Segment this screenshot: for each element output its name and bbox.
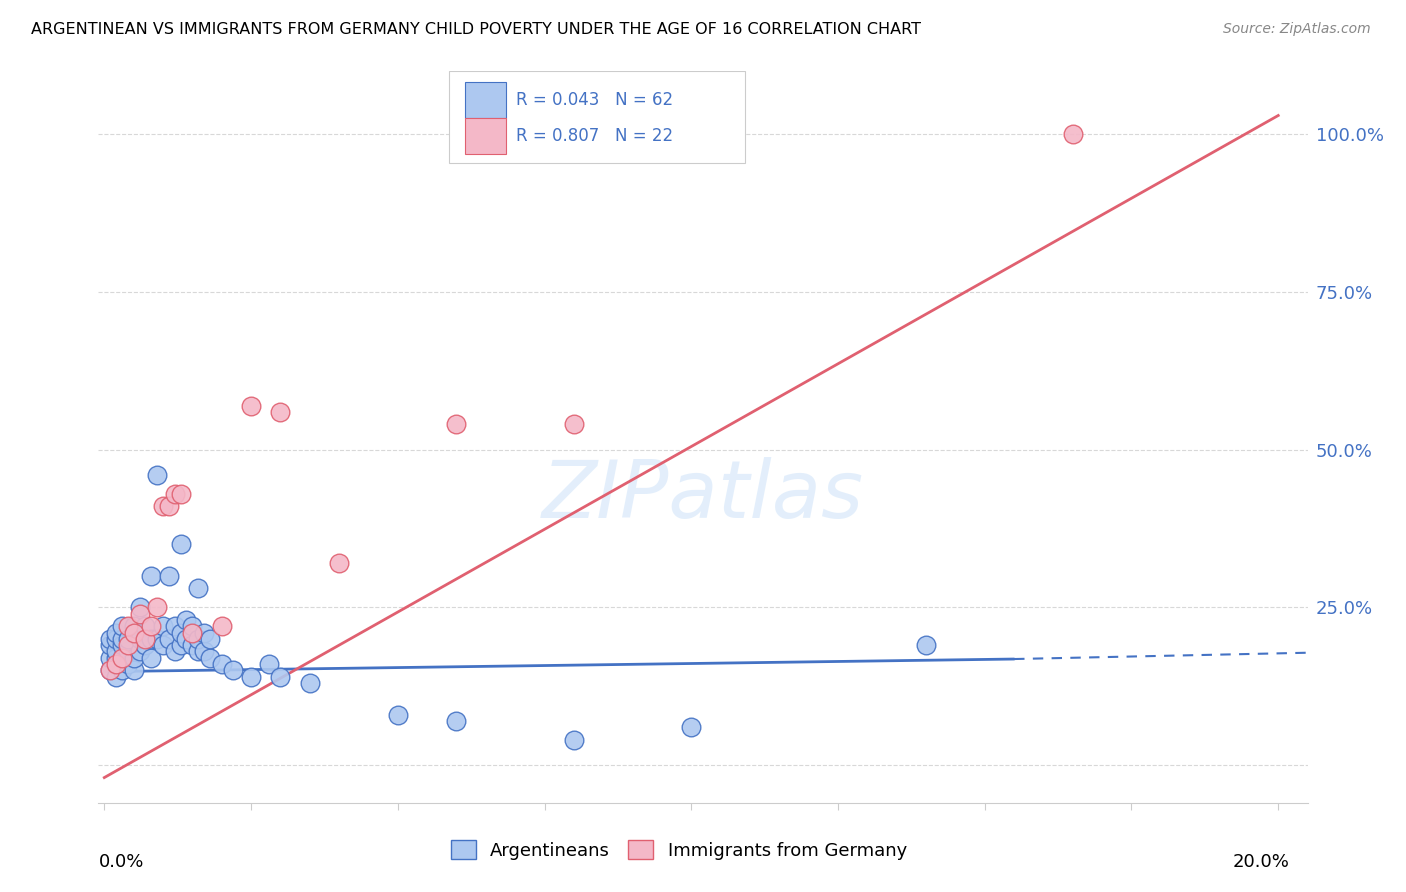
Point xyxy=(152,619,174,633)
Point xyxy=(117,638,139,652)
Point xyxy=(181,638,204,652)
Point xyxy=(328,556,350,570)
Point xyxy=(198,650,221,665)
Point xyxy=(134,619,156,633)
Point xyxy=(146,632,169,646)
Point xyxy=(211,657,233,671)
Point xyxy=(157,569,180,583)
Point xyxy=(176,632,198,646)
Point xyxy=(562,732,585,747)
Text: Source: ZipAtlas.com: Source: ZipAtlas.com xyxy=(1223,22,1371,37)
Point xyxy=(222,664,245,678)
Point xyxy=(163,619,186,633)
Point xyxy=(141,619,163,633)
Point xyxy=(111,664,134,678)
Point xyxy=(98,638,121,652)
Point xyxy=(105,625,128,640)
Point xyxy=(240,399,263,413)
Legend: Argentineans, Immigrants from Germany: Argentineans, Immigrants from Germany xyxy=(443,832,914,867)
Point xyxy=(98,664,121,678)
Point xyxy=(128,644,150,658)
Point xyxy=(122,619,145,633)
Point xyxy=(128,632,150,646)
Text: 20.0%: 20.0% xyxy=(1233,853,1289,871)
Point xyxy=(105,644,128,658)
Text: 0.0%: 0.0% xyxy=(98,853,143,871)
Point xyxy=(169,625,191,640)
Point xyxy=(134,638,156,652)
Point xyxy=(198,632,221,646)
Point xyxy=(122,664,145,678)
Point xyxy=(117,644,139,658)
Point xyxy=(122,650,145,665)
Point xyxy=(562,417,585,432)
Point xyxy=(146,467,169,482)
Point xyxy=(105,650,128,665)
Point xyxy=(111,638,134,652)
Point xyxy=(169,537,191,551)
Point xyxy=(98,650,121,665)
Point xyxy=(193,625,215,640)
Point xyxy=(98,632,121,646)
FancyBboxPatch shape xyxy=(449,71,745,163)
Point xyxy=(111,650,134,665)
Point xyxy=(122,625,145,640)
Point xyxy=(240,670,263,684)
Point xyxy=(152,638,174,652)
Point xyxy=(915,638,938,652)
Point xyxy=(193,644,215,658)
Point xyxy=(105,657,128,671)
Point xyxy=(157,632,180,646)
Point xyxy=(163,487,186,501)
Point xyxy=(181,625,204,640)
FancyBboxPatch shape xyxy=(465,82,506,118)
Point xyxy=(157,500,180,514)
Text: R = 0.043   N = 62: R = 0.043 N = 62 xyxy=(516,91,672,109)
Point xyxy=(111,650,134,665)
Point xyxy=(141,632,163,646)
Point xyxy=(269,670,291,684)
Text: ARGENTINEAN VS IMMIGRANTS FROM GERMANY CHILD POVERTY UNDER THE AGE OF 16 CORRELA: ARGENTINEAN VS IMMIGRANTS FROM GERMANY C… xyxy=(31,22,921,37)
Point xyxy=(298,676,321,690)
Point xyxy=(169,487,191,501)
Point xyxy=(98,664,121,678)
Point xyxy=(211,619,233,633)
Point xyxy=(117,619,139,633)
Point xyxy=(146,600,169,615)
Point xyxy=(387,707,409,722)
Point xyxy=(446,417,468,432)
Point xyxy=(681,720,703,734)
Point xyxy=(187,632,209,646)
Point xyxy=(187,582,209,596)
Point xyxy=(1062,128,1084,142)
Point xyxy=(169,638,191,652)
Text: ZIPatlas: ZIPatlas xyxy=(541,457,865,534)
Point xyxy=(176,613,198,627)
Point xyxy=(163,644,186,658)
Point xyxy=(141,569,163,583)
Point xyxy=(446,714,468,728)
Point xyxy=(111,619,134,633)
Point xyxy=(134,632,156,646)
Point xyxy=(105,632,128,646)
Text: R = 0.807   N = 22: R = 0.807 N = 22 xyxy=(516,127,672,145)
Point xyxy=(105,670,128,684)
Point xyxy=(105,657,128,671)
FancyBboxPatch shape xyxy=(465,118,506,153)
Point xyxy=(117,657,139,671)
Point xyxy=(187,644,209,658)
Point xyxy=(117,632,139,646)
Point xyxy=(152,500,174,514)
Point xyxy=(257,657,280,671)
Point xyxy=(128,607,150,621)
Point xyxy=(269,405,291,419)
Y-axis label: Child Poverty Under the Age of 16: Child Poverty Under the Age of 16 xyxy=(0,295,8,579)
Point xyxy=(181,619,204,633)
Point xyxy=(111,632,134,646)
Point xyxy=(141,650,163,665)
Point xyxy=(128,600,150,615)
